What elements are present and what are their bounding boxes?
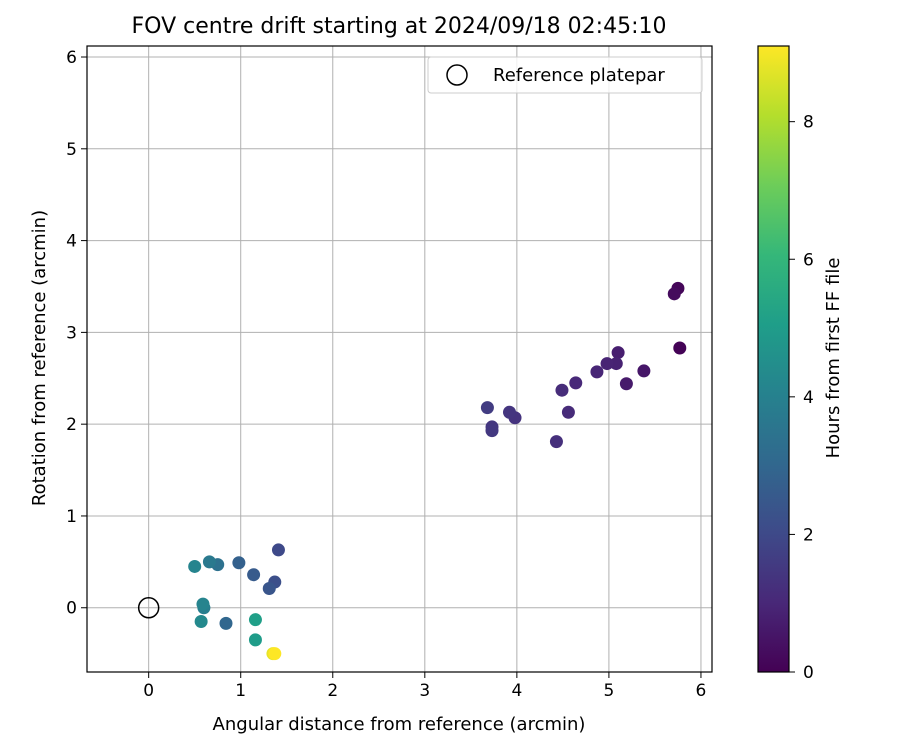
- data-point: [188, 559, 202, 573]
- plot-frame: [86, 45, 713, 673]
- x-tick-label: 4: [511, 681, 522, 701]
- x-axis-label: Angular distance from reference (arcmin): [213, 714, 586, 735]
- x-tick-label: 2: [327, 681, 338, 701]
- data-point: [549, 435, 563, 449]
- data-point: [590, 365, 604, 379]
- data-point: [480, 401, 494, 415]
- data-point: [262, 581, 276, 595]
- data-point: [219, 616, 233, 630]
- data-point: [202, 555, 216, 569]
- y-tick-label: 0: [66, 599, 77, 619]
- data-point: [232, 556, 246, 570]
- data-point: [268, 647, 282, 661]
- y-tick-label: 6: [66, 48, 77, 68]
- data-point: [637, 364, 651, 378]
- legend-marker-reference: [446, 64, 468, 86]
- colorbar-tick-label: 6: [803, 250, 814, 270]
- data-point: [247, 568, 261, 582]
- colorbar: 0 2 4 6 8: [757, 45, 814, 683]
- data-point: [611, 346, 625, 360]
- data-point: [667, 287, 681, 301]
- data-point: [555, 383, 569, 397]
- data-point: [502, 405, 516, 419]
- data-point: [248, 613, 262, 627]
- legend-box: [427, 56, 703, 94]
- colorbar-gradient: [757, 45, 790, 673]
- colorbar-tick-label: 4: [803, 388, 814, 408]
- legend-entry-reference: Reference platepar: [493, 65, 665, 86]
- data-point: [561, 405, 575, 419]
- data-point: [600, 357, 614, 371]
- chart-title: FOV centre drift starting at 2024/09/18 …: [132, 14, 667, 39]
- data-point: [569, 376, 583, 390]
- data-point: [619, 377, 633, 391]
- data-point: [194, 615, 208, 629]
- plot-area: 0 1 2 3 4 5 6 0 1 2 3 4 5 6: [66, 45, 713, 701]
- data-point: [271, 543, 285, 557]
- data-point: [485, 424, 499, 438]
- data-point: [673, 341, 687, 355]
- x-tick-label: 1: [235, 681, 246, 701]
- x-tick-label: 3: [419, 681, 430, 701]
- y-axis-label: Rotation from reference (arcmin): [29, 210, 50, 506]
- y-tick-label: 2: [66, 415, 77, 435]
- y-tick-label: 3: [66, 323, 77, 343]
- x-tick-label: 5: [603, 681, 614, 701]
- y-tick-label: 5: [66, 140, 77, 160]
- colorbar-tick-label: 0: [803, 663, 814, 683]
- data-point: [609, 357, 623, 371]
- data-point: [248, 633, 262, 647]
- x-tick-label: 6: [696, 681, 707, 701]
- y-tick-label: 1: [66, 507, 77, 527]
- y-tick-label: 4: [66, 232, 77, 252]
- data-point: [196, 597, 210, 611]
- legend: Reference platepar: [427, 56, 703, 94]
- colorbar-tick-label: 8: [803, 113, 814, 133]
- x-tick-label: 0: [143, 681, 154, 701]
- reference-marker: [137, 596, 160, 619]
- colorbar-tick-label: 2: [803, 525, 814, 545]
- colorbar-label: Hours from first FF file: [823, 258, 844, 459]
